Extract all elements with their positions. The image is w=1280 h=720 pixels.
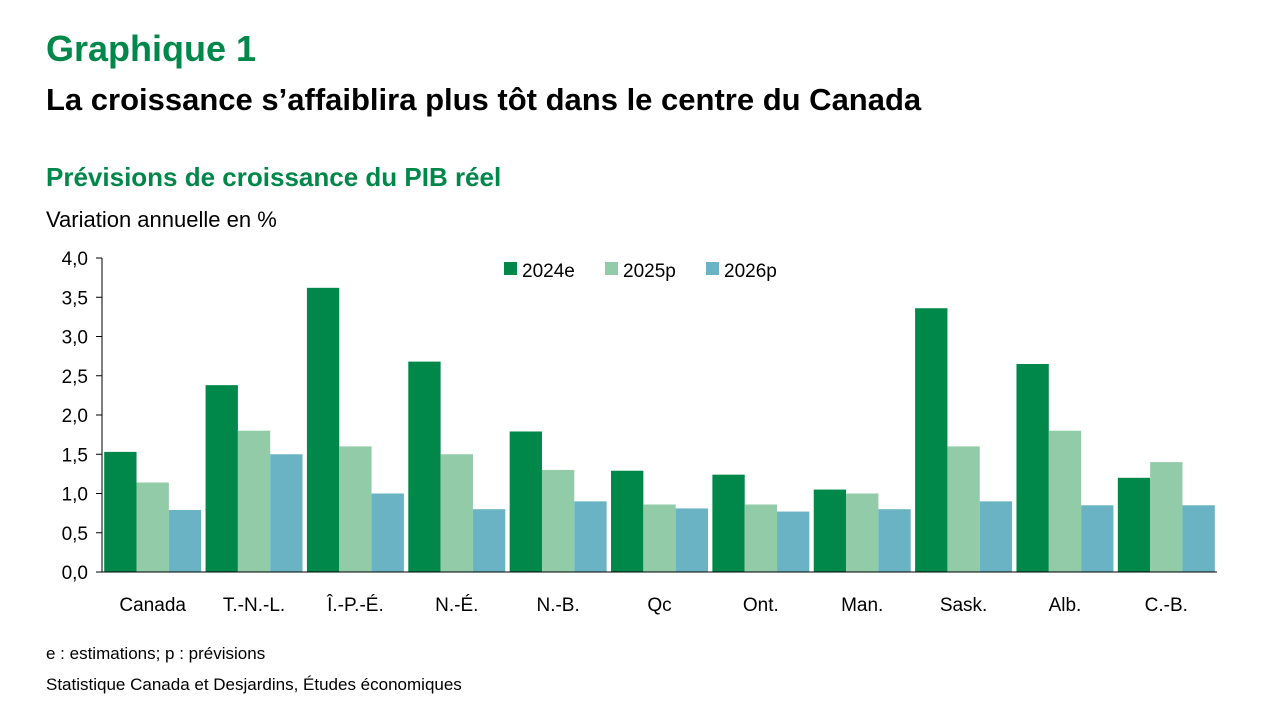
legend-swatch [706,262,719,275]
footnote: e : estimations; p : prévisions [46,644,266,663]
y-axis-label: Variation annuelle en % [46,207,277,232]
chart-legend: 2024e 2025p 2026p [504,261,777,282]
y-tick-label: 3,0 [62,328,88,349]
bar-2024e [205,385,238,572]
bar-group [104,451,202,572]
bar-2024e [611,470,644,572]
bar-group [509,431,607,572]
legend-label: 2024e [522,261,575,282]
y-tick-label: 2,0 [62,406,88,427]
bar-2026p [371,493,404,572]
bar-group [813,489,911,572]
legend-label: 2025p [623,261,676,282]
x-tick-label: C.-B. [1145,595,1188,616]
bar-2026p [1182,505,1215,572]
bar-2026p [168,509,202,572]
y-tick-label: 0,0 [62,563,88,584]
legend-item: 2025p [605,261,676,282]
bar-groups [104,287,1215,572]
legend-swatch [605,262,618,275]
bar-2024e [1016,363,1049,572]
bar-2024e [104,451,137,572]
legend-swatch [504,262,517,275]
bar-group [1016,363,1114,572]
bar-2026p [979,501,1013,572]
y-tick-label: 2,5 [62,367,88,388]
bar-2026p [472,509,506,572]
y-tick-label: 1,5 [62,445,88,466]
bar-2025p [237,430,271,572]
bar-group [408,361,506,572]
legend-item: 2026p [706,261,777,282]
bar-2025p [846,493,879,572]
bar-2026p [777,511,810,572]
bar-2024e [712,474,745,572]
bar-2024e [408,361,441,572]
y-axis-ticks: 0,0 0,5 1,0 1,5 2,0 2,5 3,0 3,5 4,0 [62,249,102,584]
bar-2024e [509,431,542,572]
x-tick-label: Î.-P.-É. [326,594,384,616]
y-tick-label: 4,0 [62,249,88,270]
bar-2026p [878,509,911,572]
x-tick-label: Canada [119,595,186,616]
y-tick-label: 0,5 [62,524,88,545]
bar-2024e [1117,477,1151,572]
x-tick-label: N.-É. [435,595,478,616]
x-tick-label: Sask. [940,595,988,616]
bar-2024e [915,308,948,572]
x-tick-label: Qc [647,595,671,616]
bar-2026p [574,501,607,572]
source-note: Statistique Canada et Desjardins, Études… [46,675,462,694]
bar-2025p [947,446,980,572]
bar-2025p [136,482,169,572]
legend-label: 2026p [724,261,777,282]
bar-2026p [270,454,303,572]
bar-2025p [1150,462,1183,572]
chart-heading: Graphique 1 [46,28,257,69]
bar-2026p [1081,505,1114,572]
bar-2025p [1048,430,1082,572]
bar-2024e [813,489,847,572]
x-tick-label: N.-B. [536,595,579,616]
bar-2026p [675,508,708,572]
bar-2024e [306,287,340,572]
bar-2025p [744,504,778,572]
bar-group [1117,462,1215,572]
x-axis-ticks: Canada T.-N.-L. Î.-P.-É. N.-É. N.-B. Qc Ont. Ma… [119,594,1188,616]
x-tick-label: Ont. [743,595,779,616]
bar-2025p [440,454,473,572]
bar-2025p [541,469,575,572]
y-tick-label: 1,0 [62,485,88,506]
x-tick-label: T.-N.-L. [223,595,285,616]
bar-group [611,470,708,572]
x-tick-label: Man. [841,595,883,616]
y-tick-label: 3,5 [62,288,88,309]
bar-group [306,287,404,572]
axes [101,258,1217,573]
bar-group [915,308,1013,572]
bar-2025p [643,504,676,572]
bar-2025p [339,446,372,572]
legend-item: 2024e [504,261,575,282]
chart-subheading: La croissance s’affaiblira plus tôt dans… [46,82,922,117]
bar-group [205,385,303,572]
x-tick-label: Alb. [1049,595,1082,616]
chart-title: Prévisions de croissance du PIB réel [46,162,502,192]
bar-group [712,474,810,572]
